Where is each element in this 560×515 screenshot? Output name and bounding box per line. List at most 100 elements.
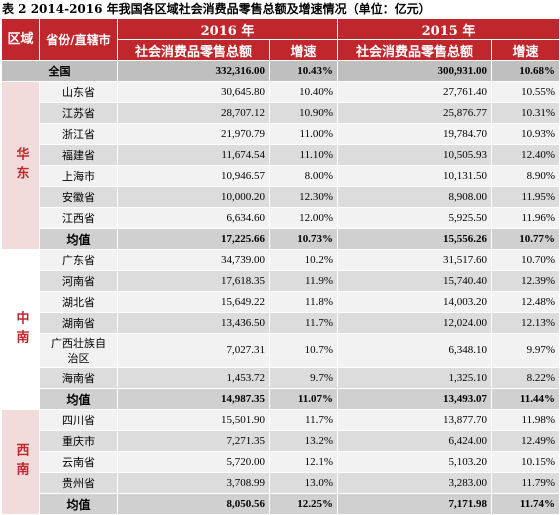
province-name: 均值: [39, 228, 118, 250]
value-2015: 12,024.00: [337, 312, 492, 334]
province-name: 浙江省: [39, 123, 118, 145]
province-name: 江西省: [39, 207, 118, 229]
province-name: 四川省: [39, 409, 118, 431]
region-average-row: 均值 14,987.35 11.07% 13,493.07 11.44%: [2, 388, 560, 410]
value-2016: 1,453.72: [117, 367, 270, 389]
header-growth-2015: 增速: [491, 39, 560, 61]
growth-2015: 12.48%: [491, 291, 560, 313]
table-row: 浙江省 21,970.79 11.00% 19,784.70 10.93%: [2, 123, 560, 145]
header-province: 省份/直辖市: [39, 18, 118, 61]
value-2015: 13,493.07: [337, 388, 492, 410]
table-row: 华东 山东省 30,645.80 10.40% 27,761.40 10.55%: [1, 81, 560, 250]
table-row: 江西省 6,634.60 12.00% 5,925.50 11.96%: [2, 207, 560, 229]
region-label: 中南: [1, 249, 40, 410]
table-body: 全国 332,316.00 10.43% 300,931.00 10.68% 华…: [1, 60, 560, 515]
value-2016: 15,501.90: [117, 409, 270, 431]
value-2015: 15,740.40: [337, 270, 492, 292]
value-2015: 19,784.70: [337, 123, 492, 145]
value-2016: 17,618.35: [117, 270, 270, 292]
growth-2015: 12.39%: [491, 270, 560, 292]
table-row: 云南省 5,720.00 12.1% 5,103.20 10.15%: [2, 451, 560, 473]
province-name: 重庆市: [39, 430, 118, 452]
growth-2016: 11.07%: [269, 388, 338, 410]
value-2015: 7,171.98: [337, 493, 492, 515]
national-label: 全国: [1, 60, 118, 82]
national-value-2015: 300,931.00: [337, 60, 492, 82]
growth-2015: 10.55%: [491, 81, 560, 103]
growth-2016: 12.25%: [269, 493, 338, 515]
region-label: 华东: [1, 81, 40, 250]
region-label: 西南: [1, 409, 40, 515]
value-2015: 31,517.60: [337, 249, 492, 271]
growth-2016: 13.2%: [269, 430, 338, 452]
table-row: 安徽省 10,000.20 12.30% 8,908.00 11.95%: [2, 186, 560, 208]
value-2016: 14,987.35: [117, 388, 270, 410]
region-average-row: 均值 8,050.56 12.25% 7,171.98 11.74%: [2, 493, 560, 515]
value-2015: 14,003.20: [337, 291, 492, 313]
value-2015: 3,283.00: [337, 472, 492, 494]
province-name: 上海市: [39, 165, 118, 187]
table-title: 表 2 2014-2016 年我国各区域社会消费品零售总额及增速情况（单位：亿元…: [2, 2, 431, 16]
province-name: 均值: [39, 493, 118, 515]
value-2015: 8,908.00: [337, 186, 492, 208]
value-2015: 6,424.00: [337, 430, 492, 452]
province-name: 湖南省: [39, 312, 118, 334]
value-2015: 13,877.70: [337, 409, 492, 431]
growth-2015: 11.74%: [491, 493, 560, 515]
province-name: 海南省: [39, 367, 118, 389]
growth-2015: 8.90%: [491, 165, 560, 187]
province-name: 湖北省: [39, 291, 118, 313]
growth-2016: 12.30%: [269, 186, 338, 208]
growth-2016: 10.2%: [269, 249, 338, 271]
value-2015: 15,556.26: [337, 228, 492, 250]
value-2016: 7,271.35: [117, 430, 270, 452]
growth-2015: 10.31%: [491, 102, 560, 124]
value-2016: 6,634.60: [117, 207, 270, 229]
growth-2016: 10.73%: [269, 228, 338, 250]
growth-2016: 11.7%: [269, 409, 338, 431]
growth-2016: 12.1%: [269, 451, 338, 473]
province-name: 广东省: [39, 249, 118, 271]
value-2016: 10,946.57: [117, 165, 270, 187]
value-2016: 13,436.50: [117, 312, 270, 334]
value-2016: 17,225.66: [117, 228, 270, 250]
national-growth-2015: 10.68%: [491, 60, 560, 82]
region-average-row: 均值 17,225.66 10.73% 15,556.26 10.77%: [2, 228, 560, 250]
growth-2015: 9.97%: [491, 333, 560, 368]
growth-2016: 11.9%: [269, 270, 338, 292]
province-name: 云南省: [39, 451, 118, 473]
growth-2016: 10.40%: [269, 81, 338, 103]
table-row: 河南省 17,618.35 11.9% 15,740.40 12.39%: [2, 270, 560, 292]
value-2015: 10,505.93: [337, 144, 492, 166]
growth-2016: 9.7%: [269, 367, 338, 389]
table-row: 贵州省 3,708.99 13.0% 3,283.00 11.79%: [2, 472, 560, 494]
retail-sales-table: 区域 省份/直辖市 2016 年 2015 年 社会消费品零售总额 增速 社会消…: [1, 18, 560, 515]
province-name: 均值: [39, 388, 118, 410]
header-year-2016: 2016 年: [117, 18, 338, 40]
value-2015: 25,876.77: [337, 102, 492, 124]
table-row: 西南 四川省 15,501.90 11.7% 13,877.70 11.98%: [1, 409, 560, 515]
table-row: 重庆市 7,271.35 13.2% 6,424.00 12.49%: [2, 430, 560, 452]
province-name: 福建省: [39, 144, 118, 166]
table-row: 湖北省 15,649.22 11.8% 14,003.20 12.48%: [2, 291, 560, 313]
header-retail-total-2016: 社会消费品零售总额: [117, 39, 270, 61]
value-2016: 5,720.00: [117, 451, 270, 473]
growth-2015: 12.40%: [491, 144, 560, 166]
value-2016: 3,708.99: [117, 472, 270, 494]
growth-2016: 13.0%: [269, 472, 338, 494]
value-2016: 11,674.54: [117, 144, 270, 166]
value-2015: 10,131.50: [337, 165, 492, 187]
growth-2016: 11.00%: [269, 123, 338, 145]
table-row: 福建省 11,674.54 11.10% 10,505.93 12.40%: [2, 144, 560, 166]
national-value-2016: 332,316.00: [117, 60, 270, 82]
growth-2015: 10.15%: [491, 451, 560, 473]
growth-2015: 12.49%: [491, 430, 560, 452]
value-2016: 34,739.00: [117, 249, 270, 271]
value-2016: 10,000.20: [117, 186, 270, 208]
national-row: 全国 332,316.00 10.43% 300,931.00 10.68%: [1, 60, 560, 82]
growth-2016: 10.90%: [269, 102, 338, 124]
value-2016: 30,645.80: [117, 81, 270, 103]
table-row: 湖南省 13,436.50 11.7% 12,024.00 12.13%: [2, 312, 560, 334]
growth-2016: 12.00%: [269, 207, 338, 229]
value-2015: 6,348.10: [337, 333, 492, 368]
